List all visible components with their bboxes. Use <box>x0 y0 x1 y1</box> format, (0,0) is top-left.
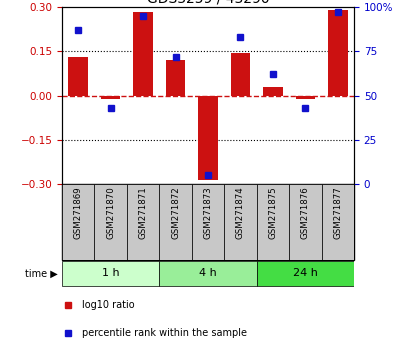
Bar <box>289 184 322 260</box>
Bar <box>296 96 315 98</box>
Bar <box>328 10 348 96</box>
Bar <box>127 184 159 260</box>
Text: GSM271876: GSM271876 <box>301 186 310 239</box>
Bar <box>62 184 94 260</box>
Text: percentile rank within the sample: percentile rank within the sample <box>82 327 248 338</box>
Text: GSM271869: GSM271869 <box>74 186 83 239</box>
Text: GSM271870: GSM271870 <box>106 186 115 239</box>
Text: GSM271871: GSM271871 <box>139 186 148 239</box>
Text: GSM271877: GSM271877 <box>333 186 342 239</box>
Bar <box>192 184 224 260</box>
Text: time ▶: time ▶ <box>25 268 58 279</box>
Bar <box>257 184 289 260</box>
Bar <box>133 11 153 96</box>
Bar <box>94 184 127 260</box>
Bar <box>322 184 354 260</box>
Text: GSM271873: GSM271873 <box>204 186 212 239</box>
Bar <box>224 184 257 260</box>
Bar <box>263 87 283 96</box>
Title: GDS3259 / 43290: GDS3259 / 43290 <box>147 0 269 6</box>
Text: 1 h: 1 h <box>102 268 120 279</box>
Bar <box>101 96 120 98</box>
Bar <box>257 261 354 286</box>
Bar <box>198 96 218 179</box>
Text: 24 h: 24 h <box>293 268 318 279</box>
Text: 4 h: 4 h <box>199 268 217 279</box>
Bar <box>159 261 257 286</box>
Text: GSM271872: GSM271872 <box>171 186 180 239</box>
Bar <box>62 261 159 286</box>
Bar <box>231 53 250 96</box>
Text: GSM271874: GSM271874 <box>236 186 245 239</box>
Bar <box>166 60 185 96</box>
Bar <box>159 184 192 260</box>
Text: GSM271875: GSM271875 <box>268 186 277 239</box>
Text: log10 ratio: log10 ratio <box>82 299 135 310</box>
Bar <box>68 57 88 96</box>
